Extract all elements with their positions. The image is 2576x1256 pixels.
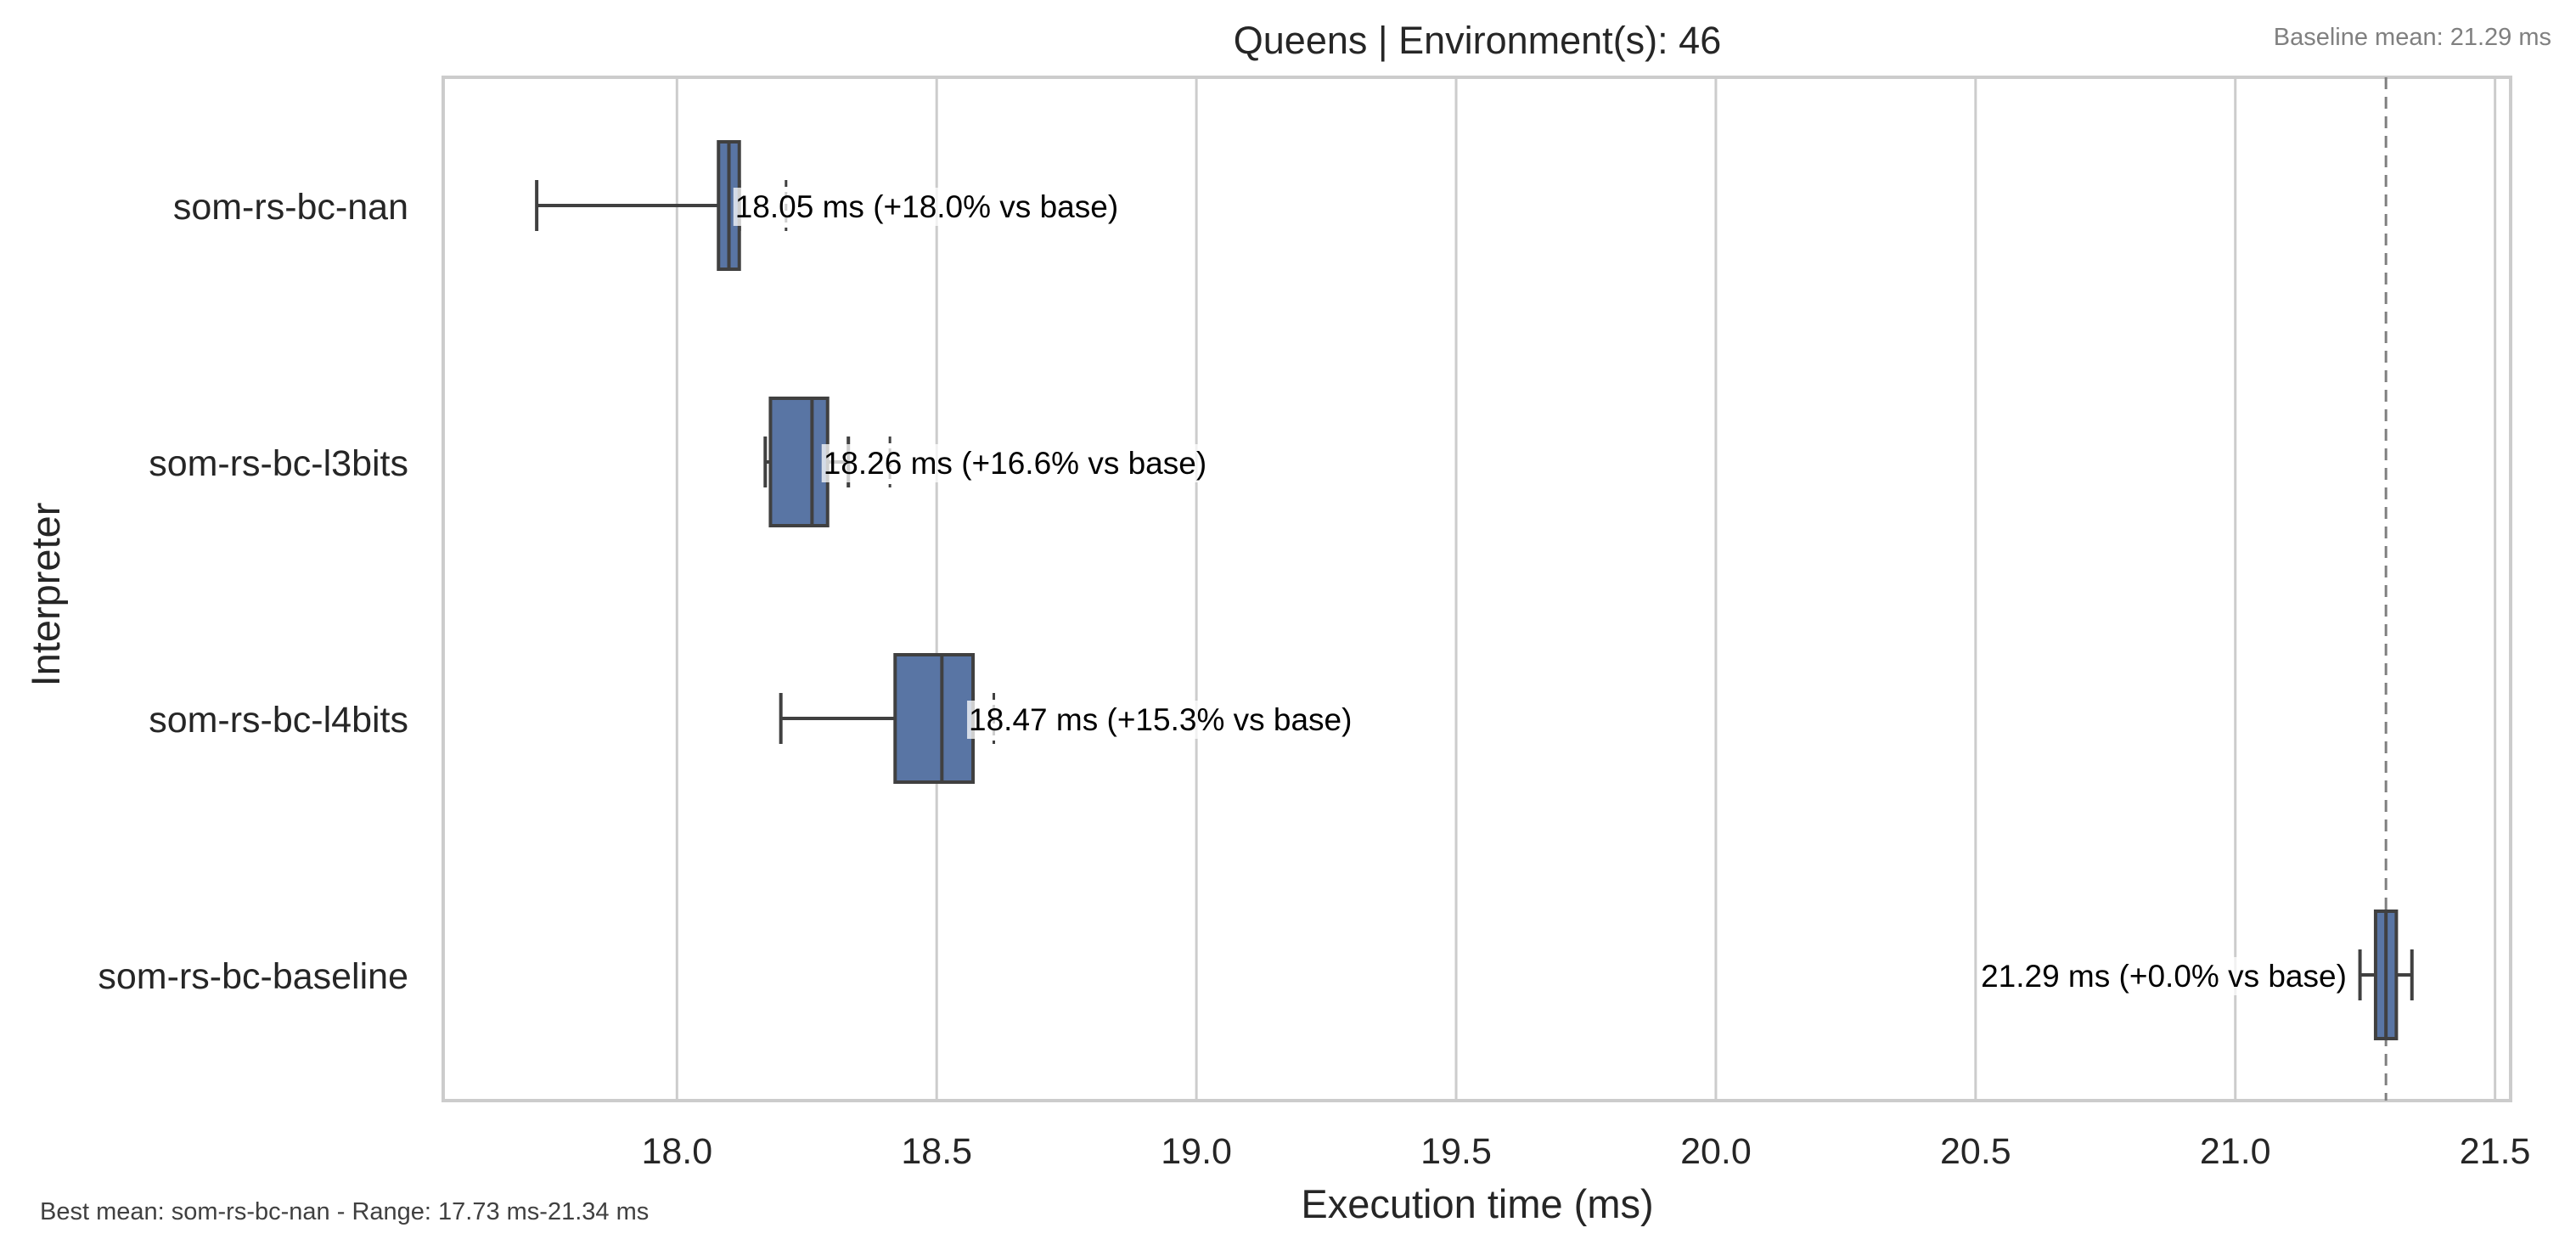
box-body (768, 397, 830, 527)
box-body (893, 653, 976, 784)
x-tick-label: 19.5 (1420, 1131, 1492, 1172)
y-tick-labels: som-rs-bc-nan som-rs-bc-l3bits som-rs-bc-l… (98, 187, 408, 997)
x-tick-label: 18.5 (901, 1131, 972, 1172)
y-tick-label: som-rs-bc-nan (173, 187, 408, 228)
annotation-background (967, 701, 1354, 739)
footer-note: Best mean: som-rs-bc-nan - Range: 17.73 … (40, 1198, 649, 1225)
y-tick-label: som-rs-bc-baseline (98, 956, 408, 997)
x-tick-label: 19.0 (1161, 1131, 1232, 1172)
annotation-background (1979, 957, 2348, 995)
x-tick-label: 20.0 (1680, 1131, 1752, 1172)
box-group (2358, 910, 2414, 1040)
plot-frame (442, 76, 2512, 1102)
x-axis-label: Execution time (ms) (1301, 1181, 1653, 1226)
annotation-background (821, 444, 1209, 482)
annotation-background (733, 188, 1121, 226)
x-tick-label: 21.0 (2200, 1131, 2271, 1172)
value-annotation: 21.29 ms (+0.0% vs base) (1981, 959, 2347, 994)
box-group (779, 653, 996, 784)
x-tick-label: 20.5 (1940, 1131, 2011, 1172)
chart-title: Queens | Environment(s): 46 (1234, 19, 1721, 62)
annotations-layer: 18.05 ms (+18.0% vs base) 18.26 ms (+16.6… (733, 188, 2348, 995)
y-axis-label: Interpreter (23, 503, 68, 687)
value-annotation: 18.26 ms (+16.6% vs base) (824, 446, 1206, 481)
x-tick-labels: 18.0 18.5 19.0 19.5 20.0 20.5 21.0 21.5 (641, 1131, 2530, 1172)
grid-lines (675, 77, 2497, 1101)
x-tick-label: 21.5 (2460, 1131, 2531, 1172)
y-tick-label: som-rs-bc-l4bits (149, 700, 408, 741)
x-tick-label: 18.0 (641, 1131, 712, 1172)
baseline-mean-label: Baseline mean: 21.29 ms (2274, 24, 2551, 51)
y-tick-label: som-rs-bc-l3bits (149, 443, 408, 484)
value-annotation: 18.05 ms (+18.0% vs base) (735, 189, 1118, 224)
value-annotation: 18.47 ms (+15.3% vs base) (969, 702, 1352, 737)
